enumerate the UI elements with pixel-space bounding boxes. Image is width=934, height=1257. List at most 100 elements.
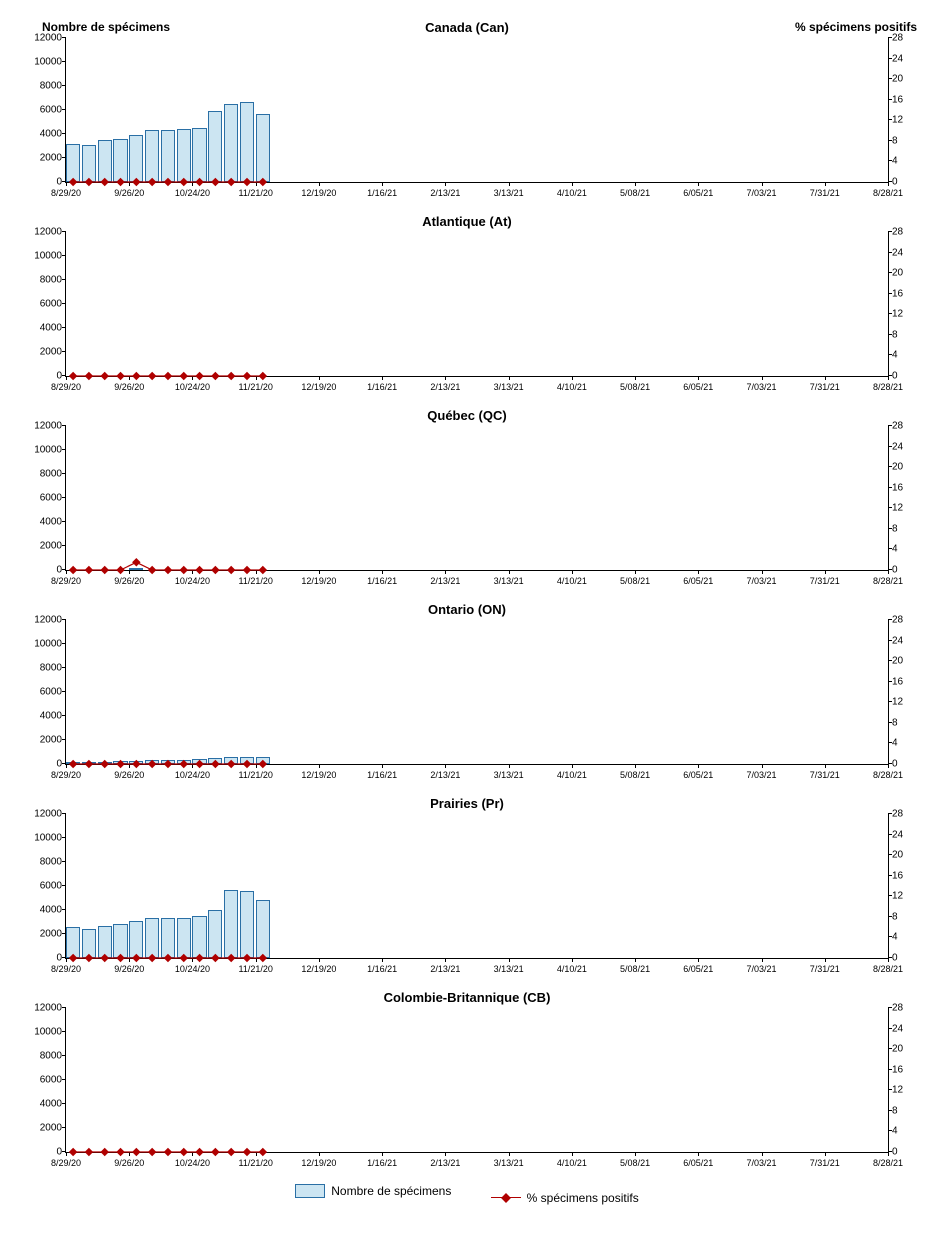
xtick-label: 5/08/21 [620,382,650,392]
xtick-label: 4/10/21 [557,964,587,974]
diamond-marker-icon [259,760,268,768]
ytick-right-label: 28 [892,809,916,820]
xtick-label: 11/21/20 [239,576,273,586]
plot-area: 0200040006000800010000120000481216202428… [65,426,889,571]
diamond-marker-icon [148,1148,157,1156]
diamond-marker-icon [243,760,252,768]
xtick-label: 6/05/21 [683,964,713,974]
diamond-marker-icon [211,372,220,380]
diamond-marker-icon [227,760,236,768]
diamond-marker-icon [259,1148,268,1156]
xtick-label: 10/24/20 [175,964,210,974]
diamond-marker-icon [164,760,173,768]
xtick-label: 10/24/20 [175,188,210,198]
xtick-label: 5/08/21 [620,770,650,780]
diamond-marker-icon [243,1148,252,1156]
xtick-label: 8/29/20 [51,964,81,974]
ytick-right-label: 4 [892,932,916,943]
ytick-right-label: 24 [892,53,916,64]
ytick-right-label: 8 [892,135,916,146]
chart-panel-at: Atlantique (At)0200040006000800010000120… [17,214,917,394]
ytick-right-label: 12 [892,309,916,320]
ytick-right-label: 8 [892,1105,916,1116]
xtick-label: 11/21/20 [239,188,273,198]
xtick-label: 7/03/21 [747,188,777,198]
chart-panel-cb: Colombie-Britannique (CB)020004000600080… [17,990,917,1170]
xtick-label: 3/13/21 [494,770,524,780]
line-series [66,620,888,764]
xtick-label: 11/21/20 [239,770,273,780]
diamond-marker-icon [259,566,268,574]
ytick-left-label: 6000 [22,1075,62,1086]
ytick-left-label: 8000 [22,469,62,480]
diamond-marker-icon [195,372,204,380]
xtick-label: 7/31/21 [810,964,840,974]
chart-panel-qc: Québec (QC) 02000400060008000100001200004… [17,408,917,588]
xtick-label: 2/13/21 [430,188,460,198]
panel-title: Québec (QC) [17,408,917,423]
xtick-label: 10/24/20 [175,1158,210,1168]
ytick-right-label: 16 [892,676,916,687]
ytick-right-label: 0 [892,953,916,964]
ytick-left-label: 4000 [22,1099,62,1110]
ytick-right-label: 24 [892,1023,916,1034]
ytick-left-label: 0 [22,1147,62,1158]
ytick-right-label: 8 [892,329,916,340]
diamond-marker-icon [148,760,157,768]
xtick-label: 5/08/21 [620,964,650,974]
xtick-label: 3/13/21 [494,1158,524,1168]
xtick-label: 10/24/20 [175,382,210,392]
diamond-marker-icon [100,178,109,186]
xtick-label: 7/03/21 [747,770,777,780]
ytick-right-label: 12 [892,115,916,126]
xtick-label: 7/31/21 [810,770,840,780]
xtick-label: 8/29/20 [51,770,81,780]
ytick-right-label: 20 [892,850,916,861]
chart-panel-on: Ontario (ON)0200040006000800010000120000… [17,602,917,782]
diamond-marker-icon [132,954,141,962]
xtick-label: 7/31/21 [810,188,840,198]
diamond-marker-icon [243,178,252,186]
ytick-right-label: 8 [892,523,916,534]
xtick-label: 9/26/20 [114,576,144,586]
diamond-marker-icon [195,566,204,574]
plot-area: 0200040006000800010000120000481216202428… [65,620,889,765]
diamond-marker-icon [211,1148,220,1156]
diamond-marker-icon [180,760,189,768]
diamond-marker-icon [259,372,268,380]
ytick-left-label: 12000 [22,1003,62,1014]
ytick-left-label: 4000 [22,711,62,722]
diamond-marker-icon [164,372,173,380]
xtick-label: 6/05/21 [683,188,713,198]
diamond-marker-icon [164,566,173,574]
ytick-right-label: 12 [892,503,916,514]
diamond-marker-icon [227,178,236,186]
diamond-marker-icon [132,760,141,768]
legend-bars-label: Nombre de spécimens [331,1184,451,1198]
xtick-label: 7/03/21 [747,964,777,974]
diamond-marker-icon [100,566,109,574]
diamond-marker-icon [211,760,220,768]
diamond-marker-icon [132,372,141,380]
ytick-right-label: 20 [892,656,916,667]
xtick-label: 9/26/20 [114,964,144,974]
ytick-left-label: 6000 [22,105,62,116]
ytick-right-label: 20 [892,268,916,279]
xtick-label: 4/10/21 [557,576,587,586]
ytick-right-label: 28 [892,421,916,432]
ytick-right-label: 0 [892,177,916,188]
line-series [66,232,888,376]
ytick-left-label: 4000 [22,905,62,916]
ytick-left-label: 8000 [22,1051,62,1062]
xtick-label: 4/10/21 [557,770,587,780]
xtick-label: 2/13/21 [430,382,460,392]
plot-area: 0200040006000800010000120000481216202428… [65,814,889,959]
diamond-marker-icon [85,1148,94,1156]
ytick-right-label: 20 [892,462,916,473]
bar-swatch-icon [295,1184,325,1198]
diamond-marker-icon [69,954,78,962]
xtick-label: 6/05/21 [683,382,713,392]
diamond-marker-icon [227,372,236,380]
diamond-marker-icon [116,566,125,574]
xtick-label: 7/31/21 [810,382,840,392]
